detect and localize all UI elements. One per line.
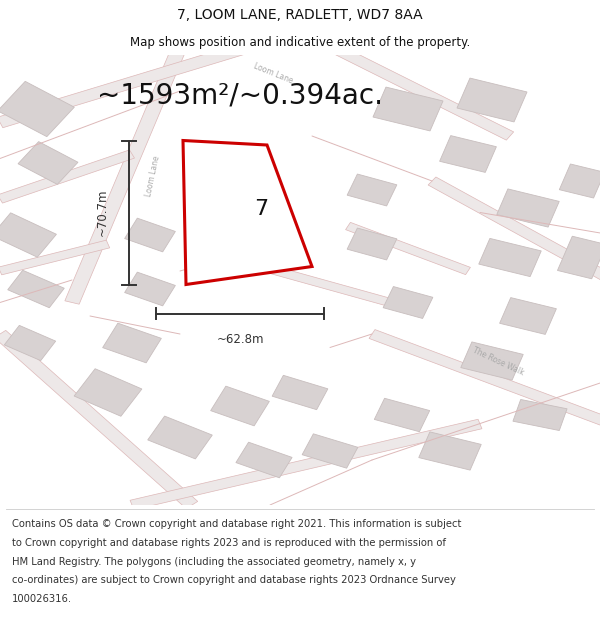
Polygon shape [0, 213, 56, 257]
Text: ~1593m²/~0.394ac.: ~1593m²/~0.394ac. [97, 81, 383, 109]
Text: co-ordinates) are subject to Crown copyright and database rights 2023 Ordnance S: co-ordinates) are subject to Crown copyr… [12, 575, 456, 585]
Text: 7: 7 [254, 199, 268, 219]
Polygon shape [103, 323, 161, 363]
Polygon shape [419, 432, 481, 470]
Polygon shape [8, 270, 64, 308]
Text: Loom Lane: Loom Lane [144, 155, 162, 198]
Text: 100026316.: 100026316. [12, 594, 72, 604]
Polygon shape [440, 136, 496, 172]
Polygon shape [461, 342, 523, 380]
Text: The Rose Walk: The Rose Walk [471, 345, 525, 377]
Polygon shape [369, 329, 600, 428]
Polygon shape [302, 434, 358, 468]
Polygon shape [272, 376, 328, 409]
Polygon shape [211, 386, 269, 426]
Polygon shape [559, 164, 600, 198]
Polygon shape [4, 326, 56, 361]
Polygon shape [326, 42, 514, 140]
Polygon shape [18, 142, 78, 184]
Polygon shape [347, 174, 397, 206]
Text: ~62.8m: ~62.8m [216, 333, 264, 346]
Polygon shape [428, 177, 600, 284]
Polygon shape [500, 298, 556, 334]
Polygon shape [226, 254, 392, 306]
Polygon shape [125, 272, 175, 306]
Polygon shape [479, 238, 541, 277]
Polygon shape [65, 44, 187, 304]
Polygon shape [148, 416, 212, 459]
Polygon shape [497, 189, 559, 227]
Text: Map shows position and indicative extent of the property.: Map shows position and indicative extent… [130, 36, 470, 49]
Polygon shape [183, 141, 312, 284]
Text: ~70.7m: ~70.7m [95, 189, 109, 236]
Polygon shape [125, 218, 175, 252]
Text: 7, LOOM LANE, RADLETT, WD7 8AA: 7, LOOM LANE, RADLETT, WD7 8AA [177, 8, 423, 22]
Text: Loom Lane: Loom Lane [252, 61, 294, 85]
Polygon shape [383, 286, 433, 319]
Polygon shape [457, 78, 527, 122]
Polygon shape [0, 240, 110, 275]
Text: to Crown copyright and database rights 2023 and is reproduced with the permissio: to Crown copyright and database rights 2… [12, 538, 446, 548]
Polygon shape [373, 87, 443, 131]
Polygon shape [347, 228, 397, 260]
Polygon shape [236, 442, 292, 478]
Polygon shape [130, 419, 482, 510]
Polygon shape [513, 399, 567, 431]
Polygon shape [346, 222, 470, 274]
Text: Contains OS data © Crown copyright and database right 2021. This information is : Contains OS data © Crown copyright and d… [12, 519, 461, 529]
Text: HM Land Registry. The polygons (including the associated geometry, namely x, y: HM Land Registry. The polygons (includin… [12, 557, 416, 567]
Polygon shape [0, 81, 74, 137]
Polygon shape [374, 398, 430, 432]
Polygon shape [0, 41, 255, 127]
Polygon shape [74, 369, 142, 416]
Polygon shape [0, 331, 198, 509]
Polygon shape [557, 236, 600, 279]
Polygon shape [0, 150, 134, 203]
